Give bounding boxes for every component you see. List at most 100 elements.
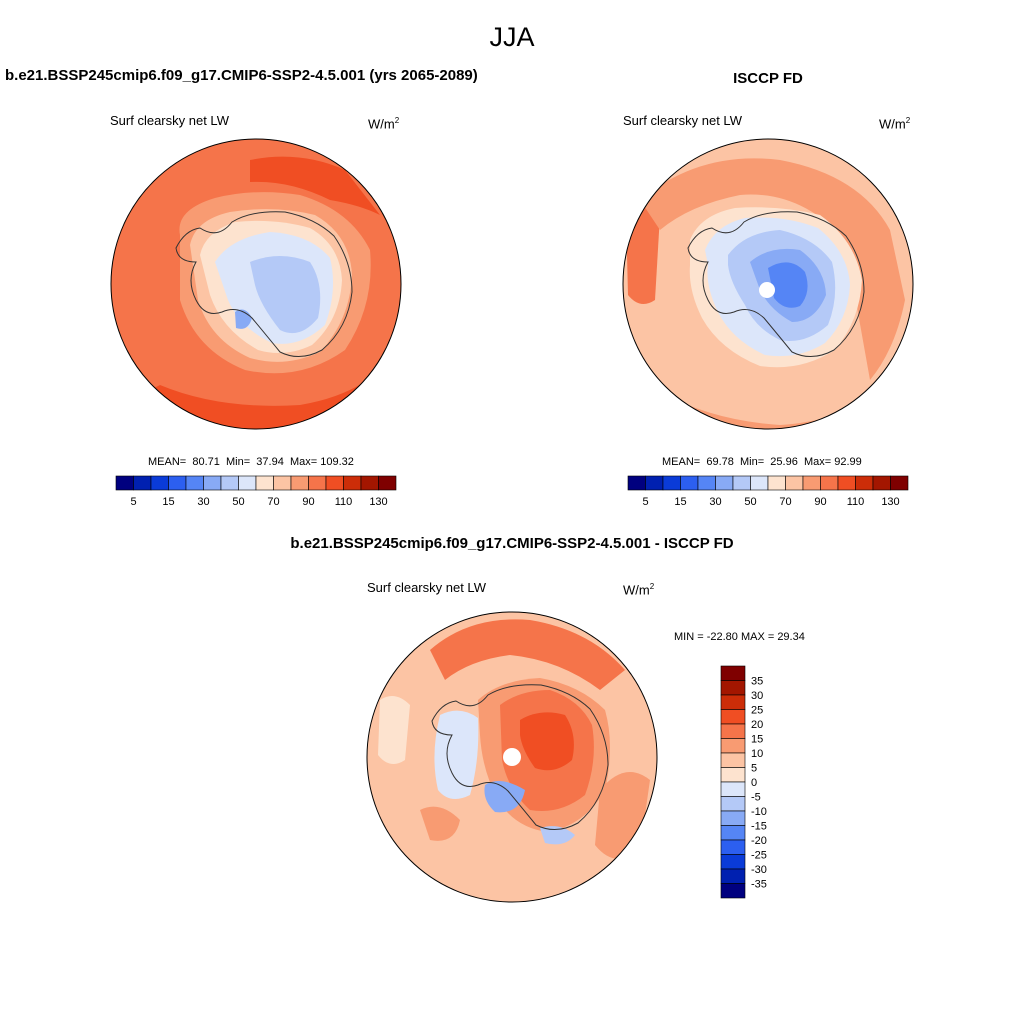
panel2-colorbar-cell: [697, 475, 716, 491]
panel2-colorbar-cell: [872, 475, 891, 491]
panel1-max-value: 109.32: [320, 456, 354, 468]
panel2-stats: MEAN= 69.78 Min= 25.96 Max= 92.99: [662, 456, 862, 468]
panel1-colorbar-tick-label: 130: [369, 496, 387, 508]
panel2-max-value: 92.99: [834, 456, 862, 468]
panel2-map-border: [622, 138, 914, 430]
panel1-units: W/m2: [368, 116, 399, 131]
panel2-colorbar-cell: [715, 475, 734, 491]
panel3-colorbar-cell: [720, 883, 746, 899]
panel1-units-exp: 2: [394, 116, 400, 125]
panel3-colorbar-cell: [720, 796, 746, 812]
panel2-plateau-low: [768, 262, 808, 308]
panel1-variable-label: Surf clearsky net LW: [110, 113, 229, 128]
panel1-colorbar-cell: [150, 475, 169, 491]
figure-title: JJA: [489, 22, 535, 52]
panel3-colorbar: 35 30 25 20 15 10 5 0 -5 -10 -15 -20 -25 -30 -35: [720, 665, 767, 899]
panel1-mean-label: MEAN=: [148, 456, 187, 468]
panel3-colorbar-cell: [720, 839, 746, 855]
panel2-colorbar-tick-label: 130: [881, 496, 899, 508]
panel3-colorbar-tick-label: -35: [751, 879, 767, 891]
panel3-negative-south: [540, 826, 575, 845]
panel2-colorbar-cell: [767, 475, 786, 491]
panel1-colorbar-tick-label: 15: [162, 496, 174, 508]
panel3-colorbar-tick-label: 5: [751, 763, 757, 775]
panel3-negative-ring: [484, 781, 525, 813]
panel2-colorbar-cell: [785, 475, 804, 491]
panel1-coastline: [175, 211, 353, 357]
panel1-colorbar-tick-label: 70: [267, 496, 279, 508]
panel1-plateau-mid: [250, 256, 321, 334]
panel2-colorbar-tick-label: 90: [814, 496, 826, 508]
panel2-mean-label: MEAN=: [662, 456, 701, 468]
panel3-colorbar-cell: [720, 868, 746, 884]
panel1-colorbar-cell: [115, 475, 134, 491]
panel2-colorbar-tick-label: 5: [642, 496, 648, 508]
panel3-variable-label: Surf clearsky net LW: [367, 580, 486, 595]
panel2-colorbar-cell: [802, 475, 821, 491]
panel1-mean-value: 80.71: [192, 456, 220, 468]
panel3-colorbar-cell: [720, 825, 746, 841]
panel3-colorbar-tick-label: -10: [751, 806, 767, 818]
panel2-colorbar-tick-label: 15: [674, 496, 686, 508]
panel1-map-border: [110, 138, 402, 430]
panel3-colorbar-tick-label: 10: [751, 748, 763, 760]
panel1-colorbar-cell: [290, 475, 309, 491]
panel2-colorbar-cell: [890, 475, 909, 491]
panel3-high-region-north: [430, 619, 625, 690]
panel1-colorbar-cell: [273, 475, 292, 491]
panel2-colorbar-cell: [680, 475, 699, 491]
panel2-max-label: Max=: [803, 456, 832, 468]
panel2-colorbar-cell: [645, 475, 664, 491]
panel1-colorbar-tick-label: 90: [302, 496, 314, 508]
panel1-colorbar: 5 15 30 50 70 90 110 130: [115, 475, 397, 508]
panel3-light-region-west: [378, 696, 410, 764]
panel3-colorbar-tick-label: -30: [751, 864, 767, 876]
panel3-colorbar-tick-label: 20: [751, 719, 763, 731]
panel1-units-base: W/m: [368, 116, 395, 132]
panel3-colorbar-cell: [720, 752, 746, 768]
panel1-stats: MEAN= 80.71 Min= 37.94 Max= 109.32: [148, 456, 354, 468]
panel2-units-base: W/m: [879, 116, 906, 132]
panel3-colorbar-tick-label: 30: [751, 690, 763, 702]
panel2-colorbar-cell: [820, 475, 839, 491]
panel1-map: [111, 139, 401, 429]
panel3-title: b.e21.BSSP245cmip6.f09_g17.CMIP6-SSP2-4.…: [290, 535, 734, 552]
panel3-units: W/m2: [623, 582, 654, 597]
panel1-high-region: [250, 156, 380, 215]
panel3-units-base: W/m: [623, 582, 650, 598]
panel1-colorbar-cell: [238, 475, 257, 491]
panel3-colorbar-tick-label: 35: [751, 676, 763, 688]
panel3-map-border: [366, 611, 658, 903]
panel3-colorbar-cell: [720, 738, 746, 754]
panel3-colorbar-cell: [720, 723, 746, 739]
panel3-negative-west: [434, 710, 479, 799]
panel2-colorbar-cell: [662, 475, 681, 491]
panel3-colorbar-cell: [720, 781, 746, 797]
panel2-mid-region: [640, 158, 905, 380]
panel1-colorbar-cell: [203, 475, 222, 491]
panel3-map: [367, 612, 657, 902]
panel2-colorbar-cell: [627, 475, 646, 491]
panel2-mean-value: 69.78: [706, 456, 734, 468]
panel2-colorbar-tick-label: 30: [709, 496, 721, 508]
panel3-colorbar-tick-label: -5: [751, 792, 761, 804]
panel2-colorbar-cell: [732, 475, 751, 491]
panel3-colorbar-cell: [720, 709, 746, 725]
panel3-colorbar-tick-label: 0: [751, 777, 757, 789]
panel3-colorbar-cell: [720, 665, 746, 681]
panel3-colorbar-cell: [720, 767, 746, 783]
panel1-colorbar-tick-label: 50: [232, 496, 244, 508]
panel1-colorbar-tick-label: 30: [197, 496, 209, 508]
panel2-title: ISCCP FD: [733, 70, 803, 87]
panel3-minmax: MIN = -22.80 MAX = 29.34: [674, 631, 805, 643]
panel2-colorbar-tick-label: 110: [847, 496, 865, 508]
panel3-continent-peak: [520, 712, 574, 771]
panel1-max-label: Max=: [289, 456, 318, 468]
panel1-colorbar-cell: [185, 475, 204, 491]
panel1-min-value: 37.94: [256, 456, 284, 468]
panel2-colorbar-cell: [855, 475, 874, 491]
panel1-colorbar-cell: [378, 475, 397, 491]
panel3-pole-hole: [503, 748, 521, 766]
panel2-high-region-west: [626, 207, 660, 304]
